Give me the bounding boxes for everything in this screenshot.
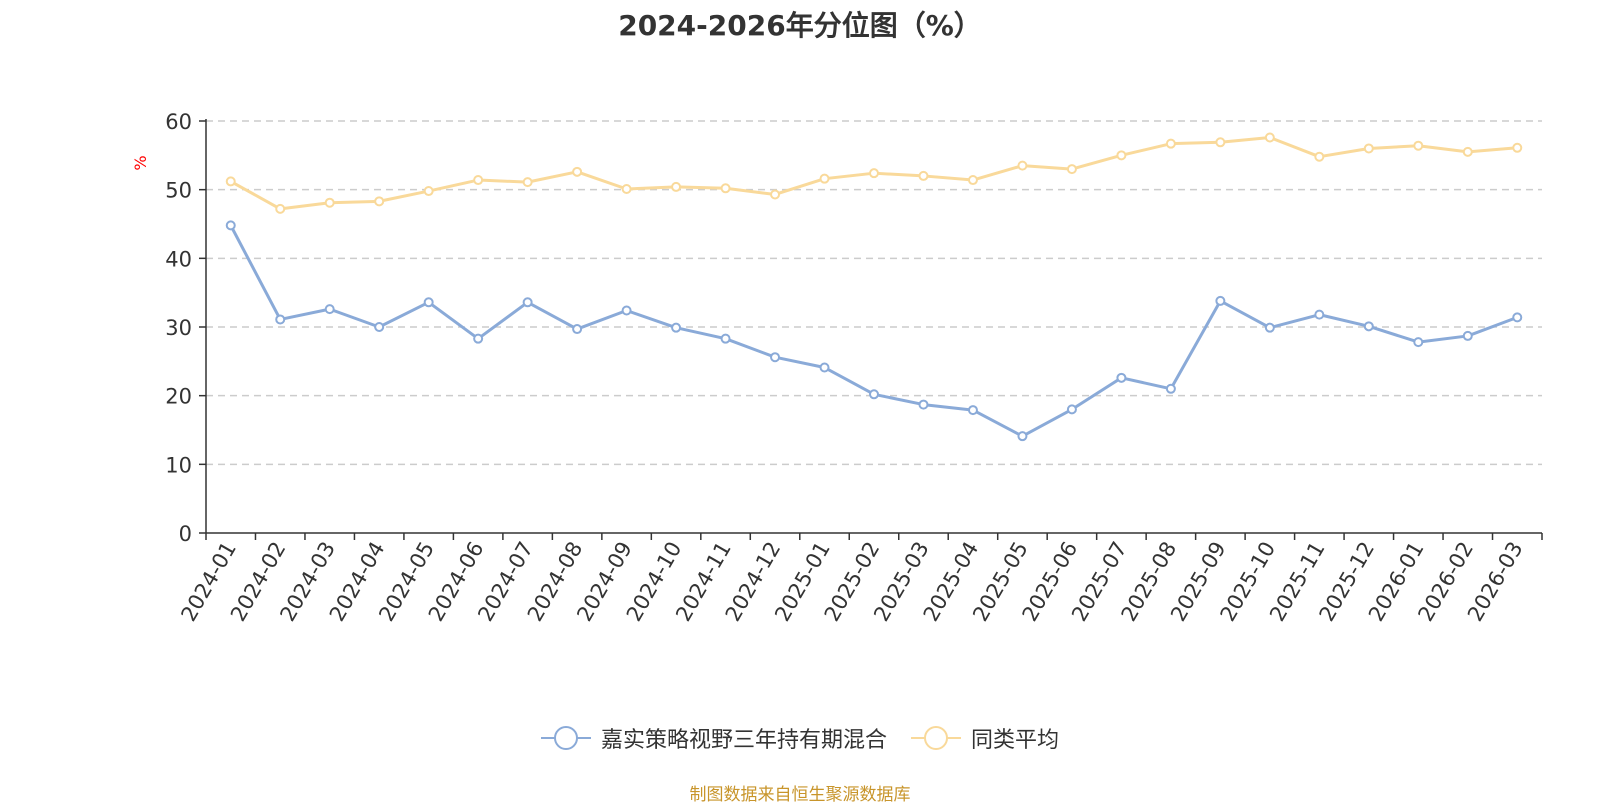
data-point-0[interactable] [1215, 295, 1226, 306]
series-layer [225, 132, 1523, 442]
data-point-1[interactable] [572, 166, 583, 177]
data-point-1[interactable] [275, 203, 286, 214]
data-point-0[interactable] [819, 362, 830, 373]
data-point-0[interactable] [1314, 309, 1325, 320]
data-point-0[interactable] [1264, 322, 1275, 333]
data-point-1[interactable] [1165, 138, 1176, 149]
data-point-1[interactable] [225, 176, 236, 187]
data-point-0[interactable] [324, 304, 335, 315]
data-point-0[interactable] [967, 405, 978, 416]
data-point-1[interactable] [1462, 146, 1473, 157]
y-tick-label: 60 [165, 110, 192, 134]
y-tick-label: 10 [165, 453, 192, 477]
data-point-1[interactable] [1413, 140, 1424, 151]
data-point-1[interactable] [1264, 132, 1275, 143]
data-point-0[interactable] [1066, 404, 1077, 415]
data-point-0[interactable] [720, 333, 731, 344]
data-point-0[interactable] [1116, 372, 1127, 383]
legend-swatch-fund-icon [540, 726, 591, 750]
data-point-0[interactable] [671, 322, 682, 333]
legend-item-fund[interactable]: 嘉实策略视野三年持有期混合 [540, 722, 887, 754]
data-point-1[interactable] [1116, 150, 1127, 161]
source-note: 制图数据来自恒生聚源数据库 [689, 785, 911, 805]
data-point-0[interactable] [572, 324, 583, 335]
chart-title: 2024-2026年分位图（%） [618, 9, 982, 42]
data-point-0[interactable] [374, 322, 385, 332]
data-point-1[interactable] [621, 183, 632, 194]
data-point-0[interactable] [473, 333, 484, 344]
y-tick-label: 20 [165, 385, 192, 409]
data-point-0[interactable] [1413, 337, 1424, 348]
data-point-0[interactable] [1363, 321, 1374, 332]
data-point-1[interactable] [770, 189, 781, 200]
y-tick-label: 40 [165, 247, 192, 271]
data-point-1[interactable] [1512, 142, 1523, 153]
legend-swatch-peer-average-icon [911, 726, 961, 750]
data-point-0[interactable] [918, 399, 929, 410]
y-axis-label: % [131, 155, 150, 170]
y-tick-label: 30 [165, 316, 192, 340]
data-point-0[interactable] [621, 305, 632, 316]
data-point-1[interactable] [374, 196, 385, 207]
data-point-0[interactable] [1017, 431, 1028, 442]
data-point-1[interactable] [671, 181, 682, 192]
legend-label-fund: 嘉实策略视野三年持有期混合 [600, 728, 887, 753]
y-tick-label: 0 [179, 522, 192, 546]
data-point-0[interactable] [225, 220, 236, 231]
series-line-0 [229, 224, 1518, 438]
data-point-1[interactable] [473, 175, 484, 186]
data-point-0[interactable] [423, 297, 434, 308]
legend-label-peer-average: 同类平均 [971, 728, 1060, 753]
data-point-1[interactable] [324, 197, 335, 208]
data-point-1[interactable] [1017, 160, 1028, 171]
data-point-1[interactable] [522, 177, 533, 188]
data-point-0[interactable] [770, 352, 781, 363]
data-point-1[interactable] [1066, 164, 1077, 175]
data-point-1[interactable] [423, 186, 434, 197]
data-point-1[interactable] [869, 168, 879, 179]
axis-layer: 01020304050602024-012024-022024-032024-0… [165, 110, 1543, 625]
data-point-0[interactable] [275, 314, 286, 325]
data-point-1[interactable] [967, 175, 978, 186]
data-point-1[interactable] [819, 173, 830, 184]
legend: 嘉实策略视野三年持有期混合 同类平均 [0, 722, 1600, 754]
data-point-0[interactable] [522, 297, 533, 308]
data-point-1[interactable] [1363, 143, 1374, 154]
data-point-1[interactable] [1314, 151, 1325, 162]
data-point-0[interactable] [1512, 312, 1523, 323]
data-point-1[interactable] [918, 170, 929, 181]
data-point-0[interactable] [869, 389, 879, 400]
data-point-0[interactable] [1462, 330, 1473, 341]
legend-item-peer-average[interactable]: 同类平均 [911, 722, 1059, 754]
data-point-0[interactable] [1165, 383, 1176, 394]
y-tick-label: 50 [165, 179, 192, 203]
data-point-1[interactable] [1215, 137, 1226, 148]
data-point-1[interactable] [720, 183, 731, 194]
